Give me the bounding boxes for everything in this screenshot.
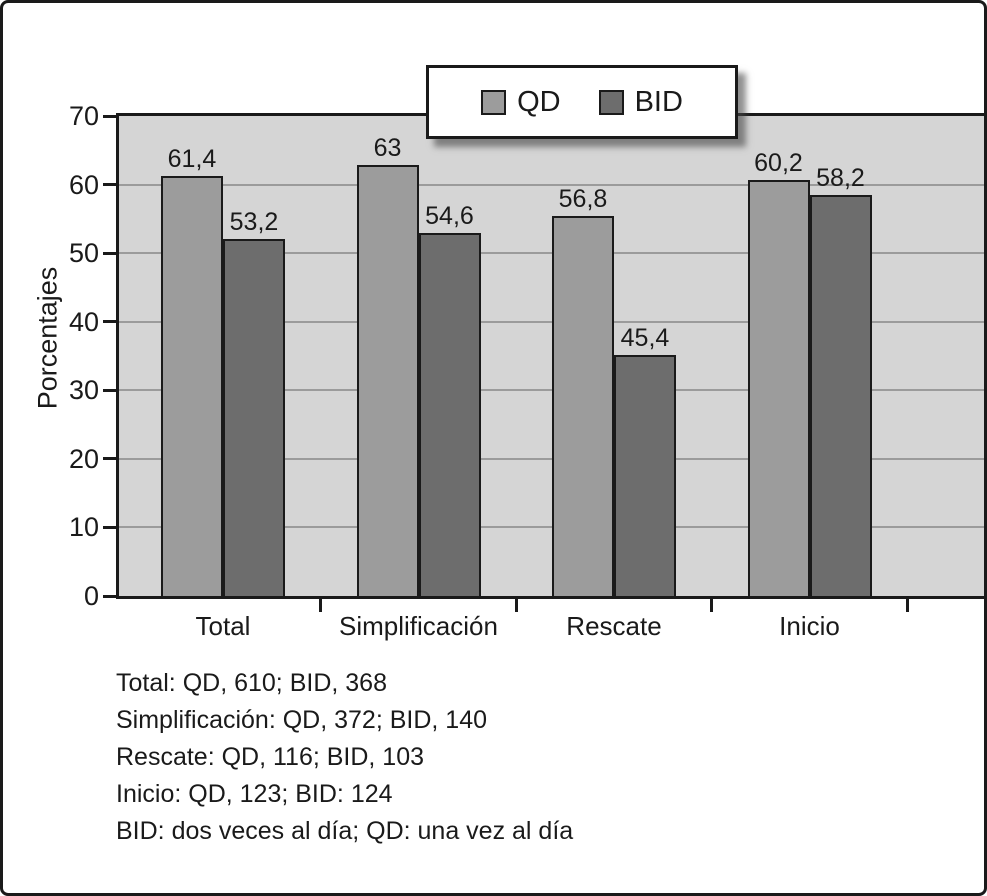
gridline-10 — [119, 526, 984, 529]
legend-label-qd: QD — [517, 85, 561, 118]
y-tick-label-50: 50 — [68, 238, 99, 269]
bar-bid-simplificación — [418, 233, 481, 596]
footnote-line-5: BID: dos veces al día; QD: una vez al dí… — [116, 817, 574, 845]
y-tick-mark-10 — [103, 525, 117, 529]
x-tick-mark-2 — [710, 599, 713, 612]
y-tick-label-20: 20 — [68, 443, 99, 474]
bar-value-label-qd-0: 61,4 — [167, 145, 217, 173]
y-tick-mark-50 — [103, 251, 117, 255]
bar-value-label-qd-2: 56,8 — [558, 185, 608, 213]
gridline-50 — [119, 252, 984, 255]
footnote-line-1: Total: QD, 610; BID, 368 — [116, 669, 387, 697]
footnote-line-2: Simplificación: QD, 372; BID, 140 — [116, 706, 487, 734]
bar-value-label-qd-1: 63 — [373, 134, 402, 162]
y-tick-mark-40 — [103, 320, 117, 324]
y-tick-label-0: 0 — [83, 581, 99, 611]
bar-qd-simplificación — [356, 165, 419, 596]
gridline-40 — [119, 320, 984, 323]
bar-value-label-bid-1: 54,6 — [425, 202, 474, 230]
y-tick-label-10: 10 — [68, 512, 99, 543]
y-tick-label-40: 40 — [68, 306, 99, 337]
gridline-30 — [119, 389, 984, 392]
legend-swatch-qd — [481, 89, 507, 115]
bar-bid-rescate — [614, 355, 676, 596]
bar-qd-inicio — [747, 180, 810, 596]
y-tick-mark-20 — [103, 457, 117, 461]
y-tick-mark-70 — [103, 114, 117, 118]
bar-value-label-bid-3: 58,2 — [816, 164, 865, 192]
legend-label-bid: BID — [634, 85, 683, 118]
y-tick-mark-60 — [103, 183, 117, 187]
bar-qd-total — [161, 176, 223, 596]
footnotes: Total: QD, 610; BID, 368 Simplificación: … — [116, 665, 573, 850]
y-tick-label-60: 60 — [68, 169, 99, 200]
y-tick-mark-0 — [103, 594, 117, 598]
x-category-label-rescate: Rescate — [566, 611, 662, 641]
bar-value-label-bid-0: 53,2 — [229, 208, 279, 236]
legend: QD BID — [426, 65, 738, 139]
x-category-label-simplificación: Simplificación — [339, 611, 498, 641]
x-tick-mark-1 — [514, 599, 518, 612]
y-tick-mark-30 — [103, 388, 117, 392]
bar-bid-inicio — [809, 195, 872, 596]
x-tick-mark-0 — [319, 599, 322, 612]
footnote-line-3: Rescate: QD, 116; BID, 103 — [116, 743, 425, 771]
bar-value-label-qd-3: 60,2 — [754, 149, 803, 177]
y-tick-label-30: 30 — [68, 375, 99, 406]
bar-bid-total — [223, 239, 285, 596]
x-category-label-inicio: Inicio — [779, 611, 840, 641]
y-tick-label-70: 70 — [68, 101, 99, 131]
bar-qd-rescate — [552, 216, 614, 596]
gridline-60 — [119, 183, 984, 186]
x-tick-mark-3 — [905, 599, 909, 612]
plot-area: 61,4 63 56,8 60,2 53,2 54,6 45,4 58,2 — [116, 113, 984, 599]
gridline-20 — [119, 457, 984, 460]
footnote-line-4: Inicio: QD, 123; BID: 124 — [116, 780, 393, 808]
legend-item-bid: BID — [598, 85, 683, 119]
bar-value-label-bid-2: 45,4 — [620, 324, 670, 352]
legend-swatch-bid — [598, 89, 624, 115]
x-category-label-total: Total — [195, 611, 251, 641]
legend-item-qd: QD — [481, 86, 561, 119]
